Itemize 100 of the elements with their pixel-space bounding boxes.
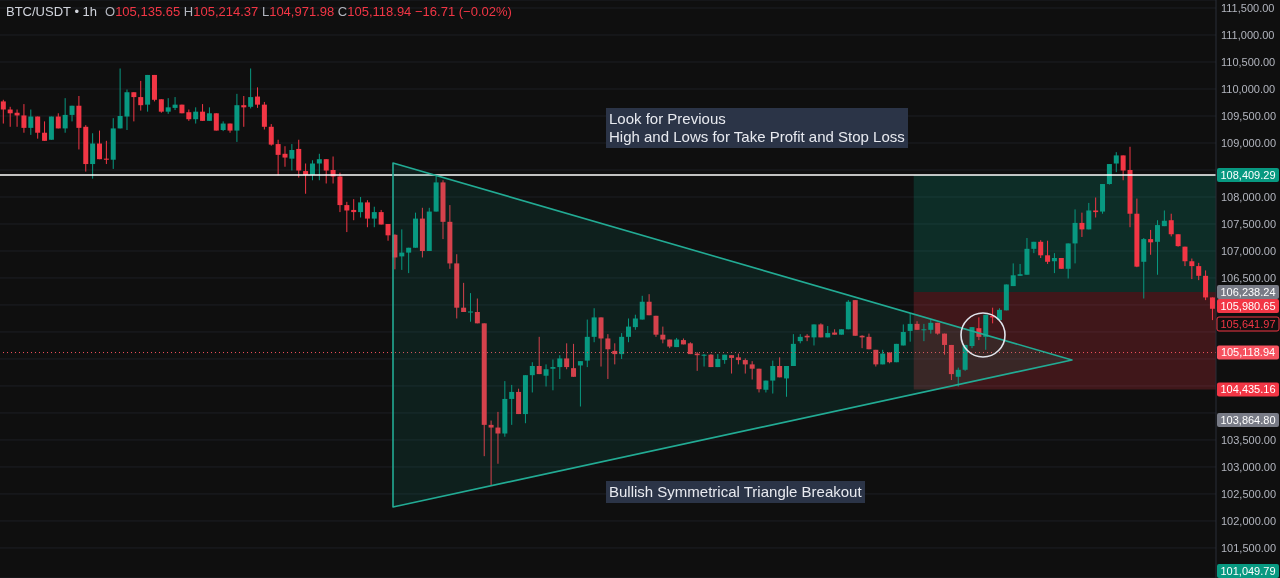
y-tick-label: 110,500.00: [1221, 55, 1276, 68]
candlestick: [955, 367, 961, 388]
y-tick-label: 103,500.00: [1221, 433, 1277, 446]
candlestick: [921, 323, 927, 342]
y-tick-label: 101,500.00: [1221, 541, 1277, 554]
candlestick: [550, 359, 556, 391]
y-tick-label: 103,000.00: [1221, 460, 1277, 473]
text: 103,864.80: [1220, 413, 1276, 426]
candlestick: [344, 201, 350, 233]
candlestick: [289, 143, 295, 172]
candlestick: [131, 91, 137, 122]
candlestick: [976, 316, 982, 341]
band-label: 108,409.29: [1220, 168, 1276, 181]
candlestick: [619, 332, 625, 360]
candlestick: [296, 139, 302, 179]
text: 105,980.65: [1220, 299, 1276, 312]
y-tick-label: 111,000.00: [1221, 28, 1275, 41]
candlestick: [42, 120, 48, 142]
candlestick: [811, 323, 817, 346]
chart-title: BTC/USDT • 1h: [6, 4, 97, 19]
candlestick: [598, 316, 604, 368]
candlestick: [1141, 237, 1147, 299]
candlestick: [364, 199, 370, 228]
candlestick: [1093, 197, 1099, 219]
candlestick: [172, 96, 178, 111]
candlestick: [21, 103, 27, 134]
candlestick: [138, 80, 144, 112]
candlestick: [495, 411, 501, 465]
y-tick-label: 107,500.00: [1221, 217, 1277, 230]
candlestick: [584, 319, 590, 368]
candlestick: [639, 295, 645, 321]
candlestick: [701, 353, 707, 368]
candlestick: [406, 247, 412, 274]
candlestick: [969, 326, 975, 349]
candlestick: [97, 130, 103, 160]
y-tick-label: 111,500.00: [1221, 1, 1275, 14]
candlestick: [536, 336, 542, 375]
candlestick: [1168, 213, 1174, 237]
candlestick: [461, 282, 467, 313]
y-tick-label: 108,000.00: [1221, 190, 1277, 203]
y-tick-label: 109,000.00: [1221, 136, 1277, 149]
y-tick-label: 102,000.00: [1221, 514, 1277, 527]
candlestick: [62, 97, 68, 134]
candlestick: [729, 354, 735, 375]
y-tick-label: 106,500.00: [1221, 271, 1277, 284]
candlestick: [261, 101, 267, 130]
candlestick: [392, 233, 398, 270]
candlestick: [268, 123, 274, 147]
candlestick: [907, 312, 913, 343]
text: O105,135.65 H105,214.37 L104,971.98 C105,118.94 −16.71 (−0.02%): [105, 4, 512, 19]
candlestick: [241, 95, 247, 128]
candlestick: [1072, 208, 1078, 264]
candlestick: [983, 314, 989, 351]
candlestick: [28, 109, 34, 136]
candlestick: [1154, 219, 1160, 276]
text: 106,238.24: [1220, 285, 1276, 298]
annotation: Bullish Symmetrical Triangle Breakout: [606, 481, 865, 503]
text: 101,049.79: [1220, 564, 1276, 577]
candlestick: [770, 360, 776, 395]
candlestick: [1203, 269, 1209, 301]
candlestick: [591, 307, 597, 343]
candlestick: [474, 298, 480, 324]
candlestick: [749, 360, 755, 380]
candlestick: [248, 67, 254, 109]
candlestick: [488, 420, 494, 487]
annotation: Look for Previous High and Lows for Take Profit and Stop Loss: [606, 108, 908, 148]
y-tick-label: 110,000.00: [1221, 82, 1276, 95]
candlestick: [557, 354, 563, 380]
candlestick: [255, 86, 261, 109]
candlestick: [316, 153, 322, 181]
candlestick: [371, 206, 377, 228]
candlestick: [1209, 296, 1215, 321]
candlestick: [323, 158, 329, 184]
candlestick: [1148, 229, 1154, 256]
candlestick: [516, 388, 522, 415]
band-label: 104,435.16: [1220, 383, 1276, 396]
candlestick: [1113, 151, 1119, 173]
candlestick: [571, 343, 577, 378]
candlestick: [529, 361, 535, 393]
candlestick: [103, 140, 109, 165]
candlestick: [1079, 212, 1085, 238]
candlestick: [626, 317, 631, 343]
candlestick: [577, 360, 583, 407]
candlestick: [1051, 252, 1057, 274]
candlestick: [605, 333, 611, 380]
candlestick: [1086, 202, 1092, 230]
y-tick-label: 107,000.00: [1221, 244, 1277, 257]
candlestick: [358, 196, 364, 219]
candlestick: [1045, 240, 1051, 265]
candlestick: [784, 365, 790, 398]
candlestick: [790, 333, 796, 367]
candlestick: [0, 99, 6, 125]
candlestick: [467, 292, 473, 323]
candlestick: [90, 132, 96, 180]
candlestick: [1120, 154, 1126, 181]
candlestick: [76, 95, 82, 150]
text: 105,641.97: [1220, 317, 1276, 330]
ref-line-label: 105,118.94: [1220, 346, 1276, 359]
candlestick: [564, 342, 570, 370]
candlestick: [1189, 258, 1195, 280]
